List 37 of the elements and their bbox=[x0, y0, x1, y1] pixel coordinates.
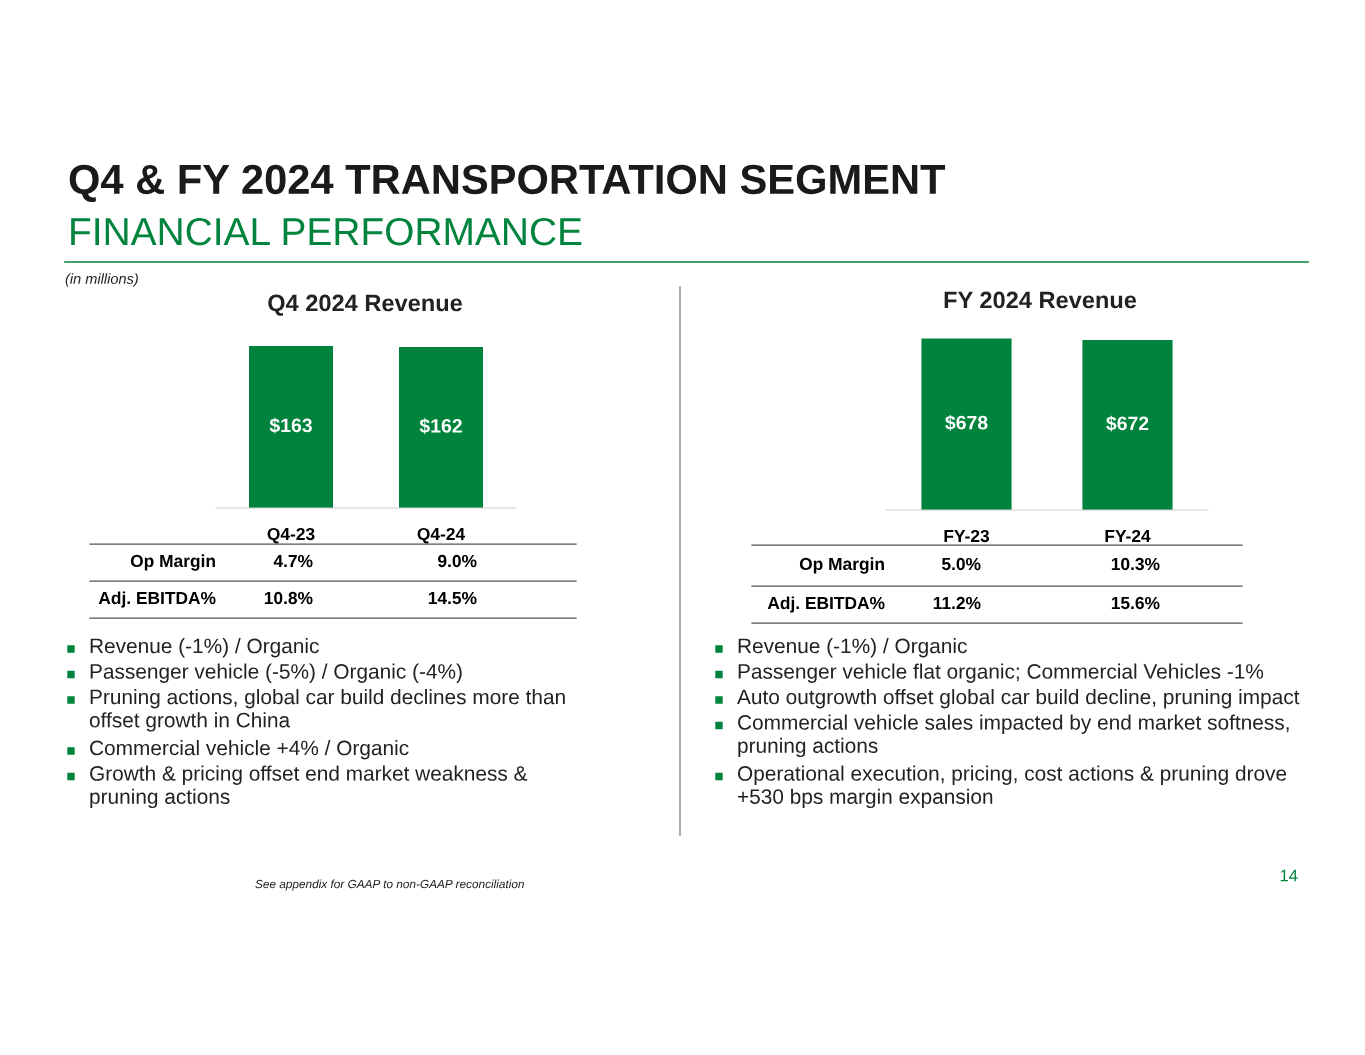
text: Q4 & FY 2024 TRANSPORTATION SEGMENT bbox=[69, 164, 946, 202]
chart-title: Q4 2024 Revenue bbox=[268, 294, 462, 316]
text: Passenger vehicle (-5%) / Organic (-4%) bbox=[90, 663, 462, 683]
text: 5.0% bbox=[941, 557, 981, 571]
data-label: $678 bbox=[945, 414, 988, 431]
text: 14 bbox=[1280, 869, 1298, 882]
text: Adj. EBITDA% bbox=[767, 596, 885, 613]
text: 10.8% bbox=[264, 591, 313, 605]
text: Operational execution, pricing, cost actions & pruning drove +530 bps margin expansion bbox=[737, 765, 1287, 809]
text: Commercial vehicle sales impacted by end market softness, pruning actions bbox=[738, 714, 1289, 758]
text: Revenue (-1%) / Organic bbox=[90, 638, 319, 658]
text: 14.5% bbox=[428, 591, 477, 605]
x-tick-label: Q4-23 bbox=[267, 527, 315, 544]
text: 4.7% bbox=[273, 554, 313, 568]
text: 10.3% bbox=[1111, 557, 1160, 571]
text: Adj. EBITDA% bbox=[98, 591, 216, 608]
text: 11.2% bbox=[933, 596, 981, 610]
text: Revenue (-1%) / Organic bbox=[738, 638, 967, 658]
data-label: $672 bbox=[1106, 415, 1149, 432]
data-label: $162 bbox=[419, 418, 462, 435]
text: Commercial vehicle +4% / Organic bbox=[90, 740, 409, 760]
text: Auto outgrowth offset global car build decline, pruning impact bbox=[737, 689, 1300, 709]
text: Op Margin bbox=[130, 554, 215, 571]
x-tick-label: Q4-24 bbox=[417, 527, 466, 544]
text: 15.6% bbox=[1111, 596, 1160, 610]
x-tick-label: FY-24 bbox=[1105, 529, 1151, 543]
x-tick-label: FY-23 bbox=[944, 529, 990, 543]
data-label: $163 bbox=[269, 417, 312, 434]
text: (in millions) bbox=[65, 273, 138, 287]
text: Growth & pricing offset end market weakness & pruning actions bbox=[90, 765, 528, 809]
text: 9.0% bbox=[438, 554, 477, 568]
chart-title: FY 2024 Revenue bbox=[944, 291, 1137, 309]
text: FINANCIAL PERFORMANCE bbox=[71, 217, 582, 246]
text: Pruning actions, global car build declines more than offset growth in China bbox=[89, 689, 565, 732]
text: Passenger vehicle flat organic; Commercial Vehicles -1% bbox=[738, 663, 1264, 683]
text: See appendix for GAAP to non-GAAP reconciliation bbox=[255, 879, 524, 891]
text: Op Margin bbox=[799, 557, 884, 574]
